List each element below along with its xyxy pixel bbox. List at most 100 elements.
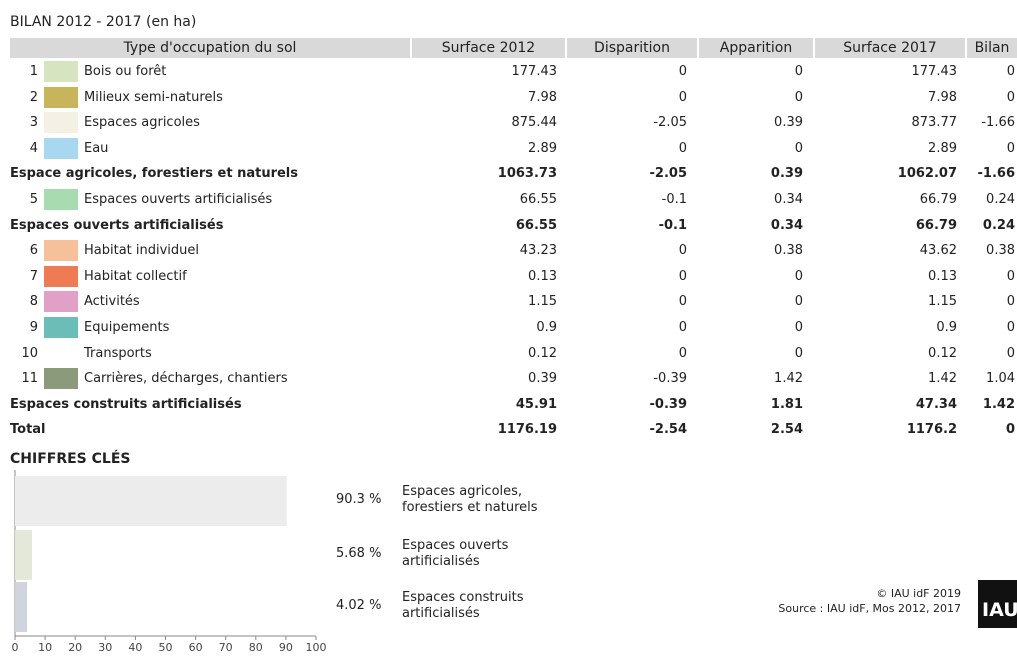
row-label: Habitat collectif (84, 268, 187, 284)
cell: 0 (678, 89, 687, 105)
logo: IAU (978, 580, 1017, 628)
category-label: Espaces construits artificialisés (402, 590, 524, 621)
cell: 43.23 (519, 243, 557, 259)
swatch (44, 368, 78, 390)
cell: 1176.2 (906, 422, 957, 438)
swatch (44, 112, 78, 134)
cell: 0 (1006, 89, 1015, 105)
cell: 7.98 (528, 89, 557, 105)
cell: 1.42 (774, 371, 803, 387)
cell: 0.39 (774, 115, 803, 131)
row-label: Transports (84, 345, 152, 361)
row-label: Eau (84, 140, 109, 156)
swatch (44, 265, 78, 287)
cell: 0.13 (928, 268, 957, 284)
column-header: Surface 2012 (412, 38, 565, 58)
swatch (44, 189, 78, 210)
cell: 0.24 (982, 217, 1015, 233)
cell: 2.54 (770, 422, 803, 438)
cell: 7.98 (928, 89, 957, 105)
cell: 0 (678, 345, 687, 361)
x-tick-label: 20 (68, 641, 82, 654)
cell: 0.39 (770, 166, 803, 182)
cell: 0 (794, 320, 803, 335)
row-label: Milieux semi-naturels (84, 89, 223, 105)
column-header: Surface 2017 (815, 38, 965, 58)
cell: 2.89 (528, 140, 557, 156)
cell: 1176.19 (497, 422, 557, 438)
cell: 1.15 (528, 294, 557, 310)
row-label: Espaces ouverts artificialisés (84, 192, 273, 207)
bar (15, 530, 33, 580)
cell: 0 (1006, 294, 1015, 310)
cell: 0 (794, 64, 803, 79)
cell: 66.79 (915, 217, 957, 233)
cell: 0 (1006, 268, 1015, 284)
row-label: Bois ou forêt (84, 64, 167, 79)
column-header: Apparition (699, 38, 813, 58)
column-header: Disparition (567, 38, 697, 58)
cell: -1.66 (981, 115, 1015, 131)
cell: 1.81 (770, 396, 803, 412)
x-tick-label: 100 (306, 641, 327, 654)
cell: 66.79 (919, 192, 957, 207)
cell: 66.55 (515, 217, 557, 233)
row-label: Espaces ouverts artificialisés (10, 217, 224, 233)
cell: 0 (1006, 320, 1015, 335)
table-title: BILAN 2012 - 2017 (en ha) (10, 14, 197, 30)
cell: 0 (794, 89, 803, 105)
cell: 1063.73 (497, 166, 557, 182)
row-number: 10 (21, 345, 38, 361)
cell: 0 (678, 243, 687, 259)
cell: 177.43 (511, 64, 558, 79)
cell: 177.43 (911, 64, 958, 79)
cell: 0.9 (936, 320, 957, 335)
x-tick-label: 90 (279, 641, 293, 654)
cell: 47.34 (915, 396, 957, 412)
cell: 0 (794, 345, 803, 361)
row-label: Habitat individuel (84, 243, 200, 259)
row-number: 5 (29, 192, 38, 207)
row-label: Equipements (84, 320, 170, 335)
cell: -0.39 (649, 396, 687, 412)
cell: 0 (1005, 422, 1015, 438)
swatch (44, 240, 78, 262)
row-label: Espaces construits artificialisés (10, 396, 242, 412)
cell: 0 (794, 140, 803, 156)
credits: © IAU idF 2019 Source : IAU idF, Mos 201… (778, 586, 961, 616)
x-tick-label: 80 (249, 641, 263, 654)
cell: 43.62 (919, 243, 957, 259)
cell: 1062.07 (897, 166, 957, 182)
cell: 0.39 (528, 371, 557, 387)
cell: 0 (678, 268, 687, 284)
cell: 2.89 (928, 140, 957, 156)
cell: -2.54 (649, 422, 687, 438)
swatch (44, 291, 78, 313)
cell: 0.34 (770, 217, 803, 233)
bar (15, 476, 287, 526)
cell: -1.66 (977, 166, 1015, 182)
row-number: 1 (29, 64, 38, 79)
cell: 875.44 (511, 115, 558, 131)
row-number: 11 (21, 371, 38, 387)
row-label: Carrières, décharges, chantiers (84, 371, 288, 387)
column-header: Type d'occupation du sol (10, 38, 410, 58)
cell: 1.42 (928, 371, 957, 387)
cell: 0.9 (536, 320, 557, 335)
cell: 0 (794, 294, 803, 310)
cell: -0.1 (658, 217, 687, 233)
x-tick-label: 0 (12, 641, 19, 654)
cell: 873.77 (911, 115, 958, 131)
swatch (44, 342, 78, 364)
x-tick-label: 30 (98, 641, 112, 654)
cell: 0 (678, 140, 687, 156)
x-tick-label: 10 (38, 641, 52, 654)
row-number: 4 (29, 140, 38, 156)
cell: 0.34 (774, 192, 803, 207)
row-label: Total (10, 422, 46, 438)
row-number: 2 (29, 89, 38, 105)
cell: 45.91 (515, 396, 557, 412)
swatch (44, 86, 78, 108)
value-label: 4.02 % (336, 598, 382, 613)
